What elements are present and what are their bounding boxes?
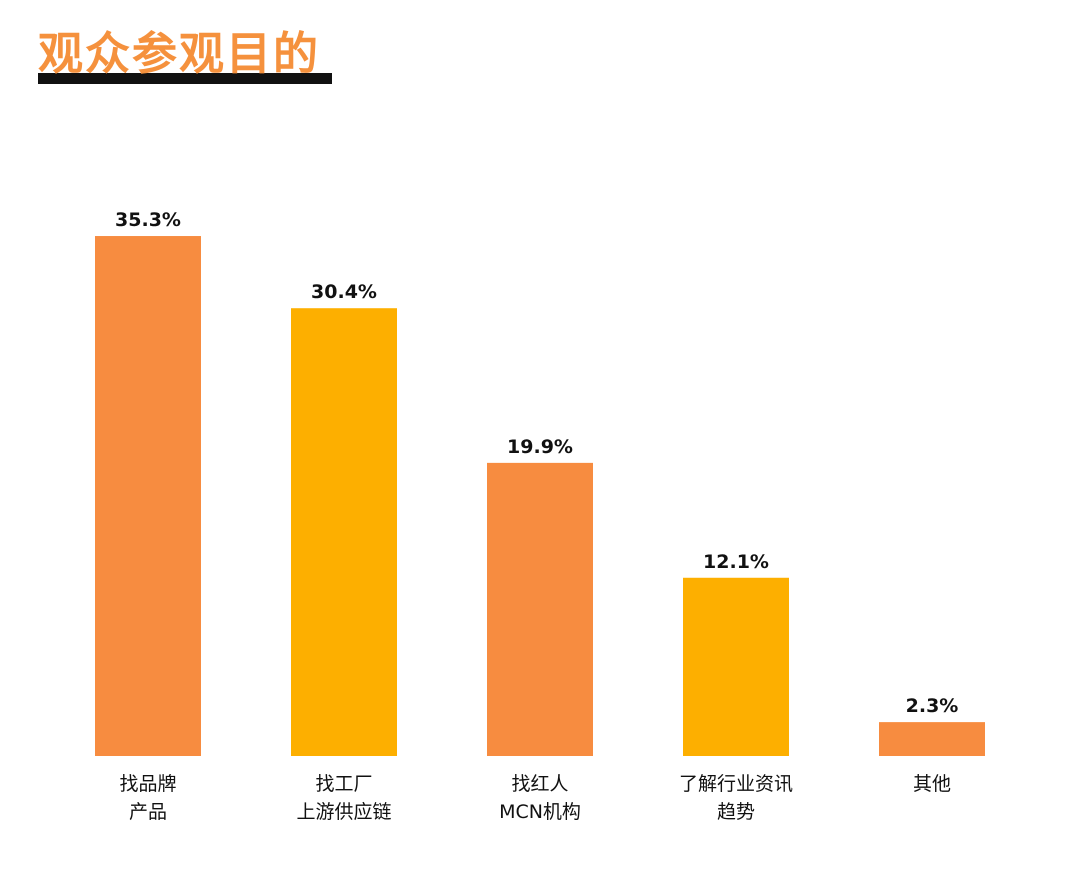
category-label: 趋势	[717, 801, 755, 823]
category-label: 了解行业资讯	[679, 773, 793, 795]
data-label: 19.9%	[507, 436, 573, 458]
category-label: 产品	[129, 801, 167, 823]
category-label: 找品牌	[119, 773, 176, 795]
bar	[879, 722, 985, 756]
data-label: 2.3%	[906, 695, 959, 717]
bar	[291, 308, 397, 756]
bar	[487, 462, 593, 756]
bar	[95, 236, 201, 756]
chart-title: 观众参观目的	[38, 27, 321, 80]
data-label: 35.3%	[115, 209, 181, 231]
data-label: 30.4%	[311, 281, 377, 303]
category-label: 其他	[913, 773, 951, 795]
category-label: 找红人	[511, 773, 568, 795]
category-label: 上游供应链	[296, 801, 391, 823]
category-label: MCN机构	[499, 801, 581, 823]
data-label: 12.1%	[703, 551, 769, 573]
category-label: 找工厂	[315, 773, 372, 795]
title-underline	[38, 73, 332, 84]
chart-title-block: 观众参观目的	[38, 27, 332, 86]
bar	[683, 577, 789, 756]
